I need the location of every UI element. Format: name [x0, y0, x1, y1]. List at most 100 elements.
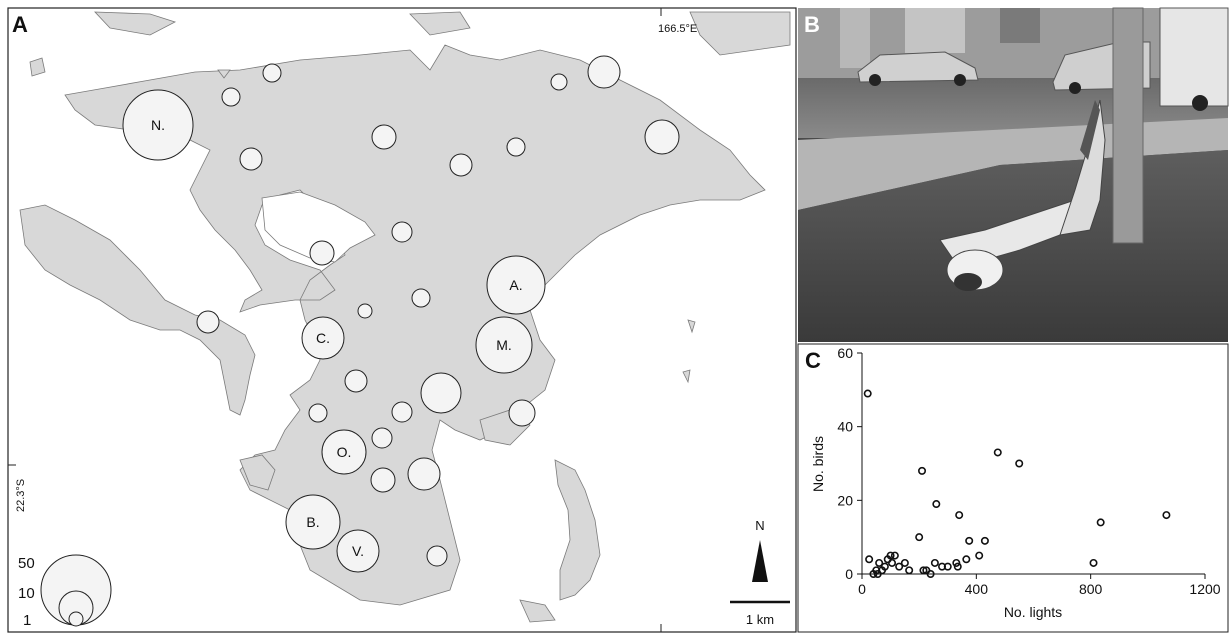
data-point [875, 558, 884, 567]
site-label-o: O. [337, 444, 352, 460]
site-circle [308, 403, 328, 423]
photo-dead-bird [939, 99, 1106, 291]
site-circle [344, 369, 368, 393]
islet [687, 319, 696, 334]
y-tick-label: 0 [845, 566, 853, 582]
inner-bay [261, 191, 376, 263]
legend-label-1: 1 [23, 612, 31, 629]
site-circle-a [486, 255, 546, 315]
data-point [975, 551, 984, 560]
labelled-sites [122, 89, 546, 573]
x-tick-label: 1200 [1189, 581, 1220, 597]
data-point [1096, 518, 1105, 527]
data-point [926, 569, 935, 578]
data-point [915, 533, 924, 542]
site-circle [239, 147, 263, 171]
photo-car [857, 51, 979, 83]
photo-van [1159, 7, 1229, 107]
photo-building-window [840, 8, 870, 68]
data-point [886, 551, 895, 560]
site-circle [426, 545, 448, 567]
photo-van-wheel [1192, 95, 1208, 111]
data-point [1015, 459, 1024, 468]
site-circle [371, 124, 397, 150]
photo-car-wheel [869, 74, 881, 86]
site-circle [508, 399, 536, 427]
islet [239, 454, 276, 491]
x-tick-label: 0 [858, 581, 866, 597]
panel-c-chart: C 0 400 800 1200 0 20 40 60 No. lights No. bird… [797, 343, 1229, 633]
site-circle [550, 73, 568, 91]
data-point [865, 555, 874, 564]
land [19, 11, 791, 623]
chart-axes [861, 353, 1205, 575]
data-point [993, 448, 1002, 457]
data-point [962, 555, 971, 564]
scale-label: 1 km [746, 612, 774, 627]
site-circle-c [301, 316, 345, 360]
x-axis-label: No. lights [1004, 604, 1062, 620]
chart-points [863, 389, 1171, 578]
data-point [1089, 558, 1098, 567]
longitude-label: 166.5°E [658, 23, 697, 35]
western-peninsula [19, 204, 256, 416]
site-circle [407, 457, 441, 491]
site-label-c: C. [316, 330, 330, 346]
site-circle [587, 55, 621, 89]
legend-label-10: 10 [18, 585, 35, 602]
site-circle [371, 427, 393, 449]
islet [29, 57, 46, 77]
y-tick-label: 40 [837, 419, 853, 435]
data-point [952, 558, 961, 567]
chart-ticks: 0 400 800 1200 0 20 40 60 [837, 345, 1220, 597]
islet [217, 69, 231, 79]
site-circle [262, 63, 282, 83]
x-tick-label: 800 [1079, 581, 1103, 597]
site-circle-m [475, 316, 533, 374]
data-point [895, 562, 904, 571]
panel-c-letter: C [805, 348, 821, 373]
photo-car-wheel [1069, 82, 1081, 94]
north-arrow: N [752, 518, 768, 582]
north-label: N [755, 518, 764, 533]
site-circle [309, 240, 335, 266]
data-point [955, 511, 964, 520]
data-point [930, 558, 939, 567]
panel-b-photo: B [798, 7, 1229, 342]
legend-circle-1 [68, 611, 84, 627]
data-point [863, 389, 872, 398]
data-point [888, 558, 897, 567]
site-label-m: M. [496, 337, 512, 353]
data-point [890, 551, 899, 560]
x-tick-label: 400 [965, 581, 989, 597]
y-tick-label: 20 [837, 492, 853, 508]
photo-tree [1000, 8, 1040, 43]
site-circle [644, 119, 680, 155]
photo-building-window [905, 8, 965, 53]
latitude-label: 22.3°S [15, 479, 27, 512]
data-point [965, 536, 974, 545]
site-circle [506, 137, 526, 157]
site-label-b: B. [306, 514, 319, 530]
data-point [943, 562, 952, 571]
site-circle-b [285, 494, 341, 550]
data-point [900, 558, 909, 567]
data-point [919, 566, 928, 575]
site-circle [411, 288, 431, 308]
panel-b-letter: B [804, 12, 820, 37]
southeast-island [554, 459, 601, 601]
panel-c-frame [797, 343, 1229, 633]
site-label-a: A. [509, 277, 522, 293]
panel-a-letter: A [12, 12, 28, 37]
data-point [932, 500, 941, 509]
data-point [918, 466, 927, 475]
north-arrow-icon [752, 540, 768, 582]
site-circle [391, 401, 413, 423]
panel-a-map: N. A. C. M. O. B. V. 166.5°E 22.3°S 50 1… [7, 7, 797, 633]
site-circle [391, 221, 413, 243]
size-legend: 50 10 1 [18, 554, 112, 629]
data-point [953, 562, 962, 571]
photo-pole [1112, 7, 1144, 244]
site-circle [370, 467, 396, 493]
